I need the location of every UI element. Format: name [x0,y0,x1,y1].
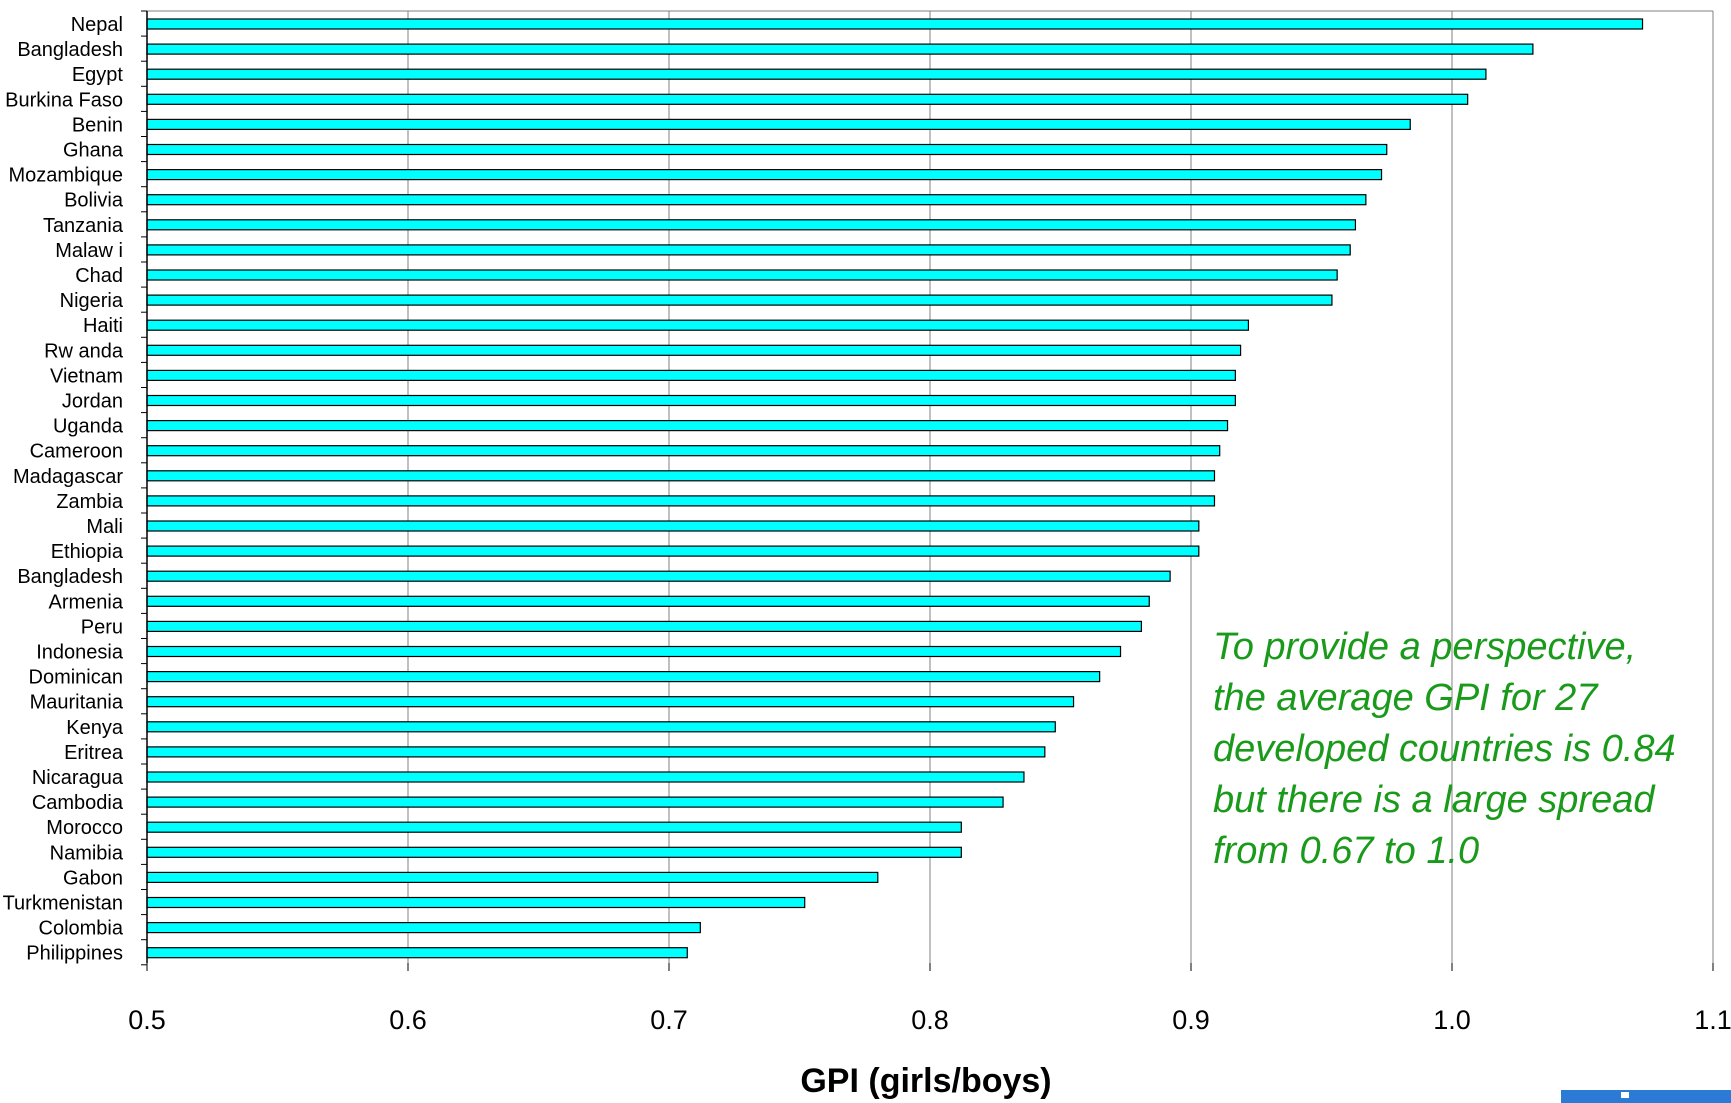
bar [146,394,1236,407]
x-tick-labels: 0.5 0.6 0.7 0.8 0.9 1.0 1.1 [128,1005,1731,1035]
x-tick-label: 0.8 [911,1005,949,1035]
bar [146,570,1171,582]
category-label: Mozambique [8,165,123,187]
category-label: Rw anda [44,340,124,362]
category-label: Ethiopia [51,541,124,563]
bar [146,420,1229,432]
category-label: Egypt [72,64,124,86]
bar [146,645,1122,658]
x-tick-label: 0.6 [389,1005,427,1035]
bar [146,319,1250,331]
bar [146,18,1644,30]
logo-icon [1561,1090,1731,1103]
category-label: Namibia [50,842,124,864]
category-label: Dominican [29,667,123,689]
bar [146,921,701,934]
bar [146,746,1046,758]
category-label: Malaw i [55,240,123,262]
category-label: Chad [75,265,123,287]
category-label: Madagascar [13,466,123,488]
bar [146,620,1143,633]
category-label: Gabon [63,867,123,889]
bar [146,871,879,884]
x-tick-label: 1.0 [1433,1005,1471,1035]
category-label: Bangladesh [17,39,123,61]
category-label: Zambia [56,491,124,513]
bar [146,118,1411,131]
bar [146,369,1236,381]
bar [146,68,1487,80]
bar [146,470,1216,482]
bar [146,294,1333,306]
bar [146,595,1150,607]
bar [146,495,1216,507]
annotation-text: To provide a perspective, the average GP… [1213,622,1731,877]
category-label: Ghana [63,140,124,162]
bar [146,445,1221,457]
category-label: Jordan [62,391,123,413]
bar [146,244,1351,256]
category-label: Benin [72,114,123,136]
x-tick-label: 0.5 [128,1005,166,1035]
category-label: Uganda [53,416,124,438]
bar [146,545,1200,557]
category-label: Haiti [83,315,123,337]
category-label: Nepal [71,14,123,36]
category-label: Mauritania [30,692,124,714]
category-label: Bangladesh [17,566,123,588]
bar [146,771,1025,783]
x-axis-title: GPI (girls/boys) [800,1062,1051,1100]
x-tick-label: 0.7 [650,1005,688,1035]
bar [146,93,1469,105]
annotation-line: the average GPI for 27 [1213,677,1598,719]
category-label: Morocco [46,817,123,839]
bar [146,721,1056,733]
category-label: Cameroon [30,441,123,463]
category-label: Eritrea [64,742,124,764]
bars [146,18,1644,959]
bar [146,344,1242,356]
bar [146,947,688,959]
bar [146,821,962,833]
bar [146,896,806,909]
annotation-line: but there is a large spread [1213,779,1655,821]
bar [146,219,1357,231]
annotation-line: To provide a perspective, [1213,626,1637,668]
bar [146,520,1200,532]
category-label: Burkina Faso [5,89,123,111]
bar [146,696,1075,708]
category-label: Peru [81,616,123,638]
category-label: Vietnam [50,365,123,387]
category-label: Kenya [66,717,124,739]
x-tick-label: 1.1 [1694,1005,1731,1035]
axes [141,10,1714,971]
category-label: Philippines [26,943,123,965]
category-label: Indonesia [36,642,124,664]
category-label: Nigeria [60,290,124,312]
category-label: Bolivia [64,190,124,212]
category-label: Cambodia [32,792,124,814]
bar [146,169,1383,181]
category-label: Colombia [39,918,124,940]
annotation-line: developed countries is 0.84 [1213,728,1676,770]
bar [146,846,962,858]
category-label: Armenia [49,591,124,613]
category-labels: Nepal Bangladesh Egypt Burkina Faso Benin Gha… [3,14,124,965]
category-label: Nicaragua [32,767,124,789]
bar [146,269,1338,281]
category-label: Mali [86,516,123,538]
category-label: Tanzania [43,215,124,237]
bar [146,143,1388,156]
bar [146,43,1534,55]
category-label: Turkmenistan [3,893,123,915]
bar [146,194,1367,206]
annotation-line: from 0.67 to 1.0 [1213,830,1480,872]
bar [146,670,1101,683]
bar [146,796,1004,808]
x-tick-label: 0.9 [1172,1005,1210,1035]
